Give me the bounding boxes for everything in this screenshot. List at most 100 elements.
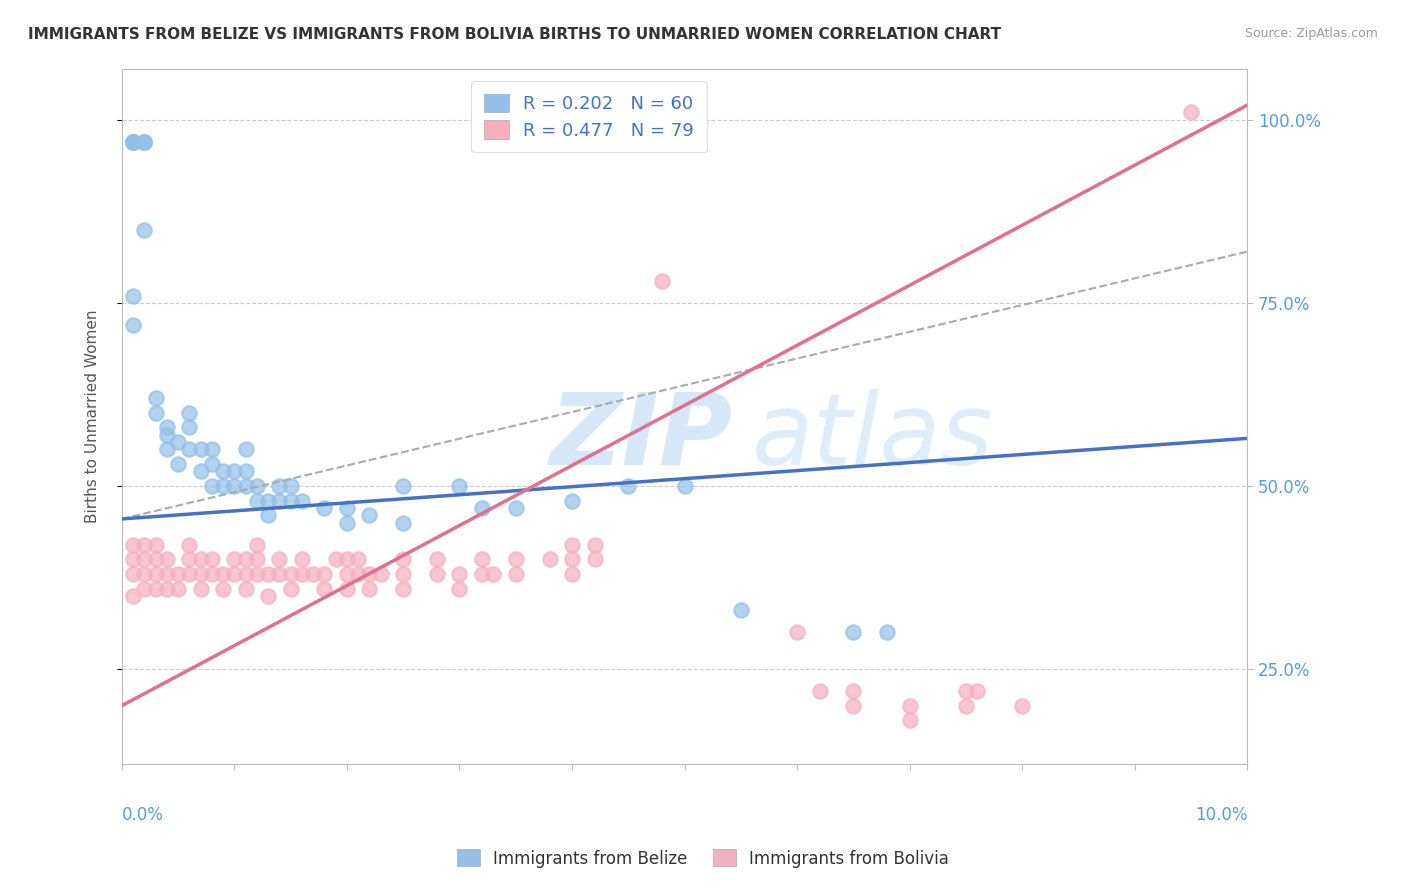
Point: [190, 464, 212, 478]
Point: [471, 552, 494, 566]
Point: [561, 566, 583, 581]
Y-axis label: Births to Unmarried Women: Births to Unmarried Women: [86, 310, 100, 523]
Point: [246, 493, 269, 508]
Point: [898, 714, 921, 728]
Point: [359, 566, 381, 581]
Point: [122, 135, 145, 149]
Point: [538, 552, 561, 566]
Text: Source: ZipAtlas.com: Source: ZipAtlas.com: [1244, 27, 1378, 40]
Point: [122, 537, 145, 551]
Point: [842, 684, 865, 698]
Point: [134, 222, 156, 236]
Point: [145, 582, 167, 596]
Point: [336, 552, 359, 566]
Point: [280, 566, 302, 581]
Point: [246, 552, 269, 566]
Point: [201, 457, 224, 471]
Point: [392, 516, 415, 530]
Text: 10.0%: 10.0%: [1195, 806, 1247, 824]
Point: [617, 479, 640, 493]
Point: [167, 582, 190, 596]
Point: [212, 464, 235, 478]
Point: [224, 566, 246, 581]
Point: [336, 516, 359, 530]
Point: [505, 566, 527, 581]
Point: [1180, 105, 1202, 120]
Point: [122, 318, 145, 332]
Point: [561, 493, 583, 508]
Point: [134, 537, 156, 551]
Point: [246, 479, 269, 493]
Point: [179, 406, 201, 420]
Point: [190, 566, 212, 581]
Point: [179, 537, 201, 551]
Point: [134, 135, 156, 149]
Point: [471, 500, 494, 515]
Point: [156, 582, 179, 596]
Point: [156, 420, 179, 434]
Point: [235, 566, 257, 581]
Point: [966, 684, 988, 698]
Point: [224, 479, 246, 493]
Point: [156, 427, 179, 442]
Point: [167, 457, 190, 471]
Point: [336, 500, 359, 515]
Point: [235, 442, 257, 457]
Point: [212, 566, 235, 581]
Point: [505, 552, 527, 566]
Point: [291, 566, 314, 581]
Text: ZIP: ZIP: [550, 389, 733, 486]
Point: [291, 493, 314, 508]
Point: [122, 135, 145, 149]
Point: [134, 552, 156, 566]
Point: [1011, 698, 1033, 713]
Point: [145, 391, 167, 405]
Point: [449, 582, 471, 596]
Point: [347, 566, 370, 581]
Legend: R = 0.202   N = 60, R = 0.477   N = 79: R = 0.202 N = 60, R = 0.477 N = 79: [471, 81, 707, 153]
Point: [122, 566, 145, 581]
Point: [426, 552, 449, 566]
Point: [246, 566, 269, 581]
Text: 0.0%: 0.0%: [122, 806, 163, 824]
Point: [145, 537, 167, 551]
Point: [314, 566, 336, 581]
Point: [673, 479, 696, 493]
Point: [449, 479, 471, 493]
Point: [190, 582, 212, 596]
Point: [212, 582, 235, 596]
Point: [280, 493, 302, 508]
Point: [235, 464, 257, 478]
Point: [235, 582, 257, 596]
Point: [235, 479, 257, 493]
Point: [122, 552, 145, 566]
Point: [359, 582, 381, 596]
Point: [246, 537, 269, 551]
Point: [190, 442, 212, 457]
Point: [392, 479, 415, 493]
Point: [561, 552, 583, 566]
Point: [583, 537, 606, 551]
Point: [122, 288, 145, 302]
Point: [269, 493, 291, 508]
Point: [145, 566, 167, 581]
Point: [257, 589, 280, 603]
Point: [224, 552, 246, 566]
Point: [392, 566, 415, 581]
Point: [482, 566, 505, 581]
Point: [280, 479, 302, 493]
Point: [471, 566, 494, 581]
Point: [201, 552, 224, 566]
Point: [449, 566, 471, 581]
Point: [257, 566, 280, 581]
Point: [269, 566, 291, 581]
Point: [302, 566, 325, 581]
Point: [347, 552, 370, 566]
Point: [224, 464, 246, 478]
Point: [876, 625, 898, 640]
Point: [426, 566, 449, 581]
Point: [122, 135, 145, 149]
Point: [179, 420, 201, 434]
Point: [201, 442, 224, 457]
Point: [134, 566, 156, 581]
